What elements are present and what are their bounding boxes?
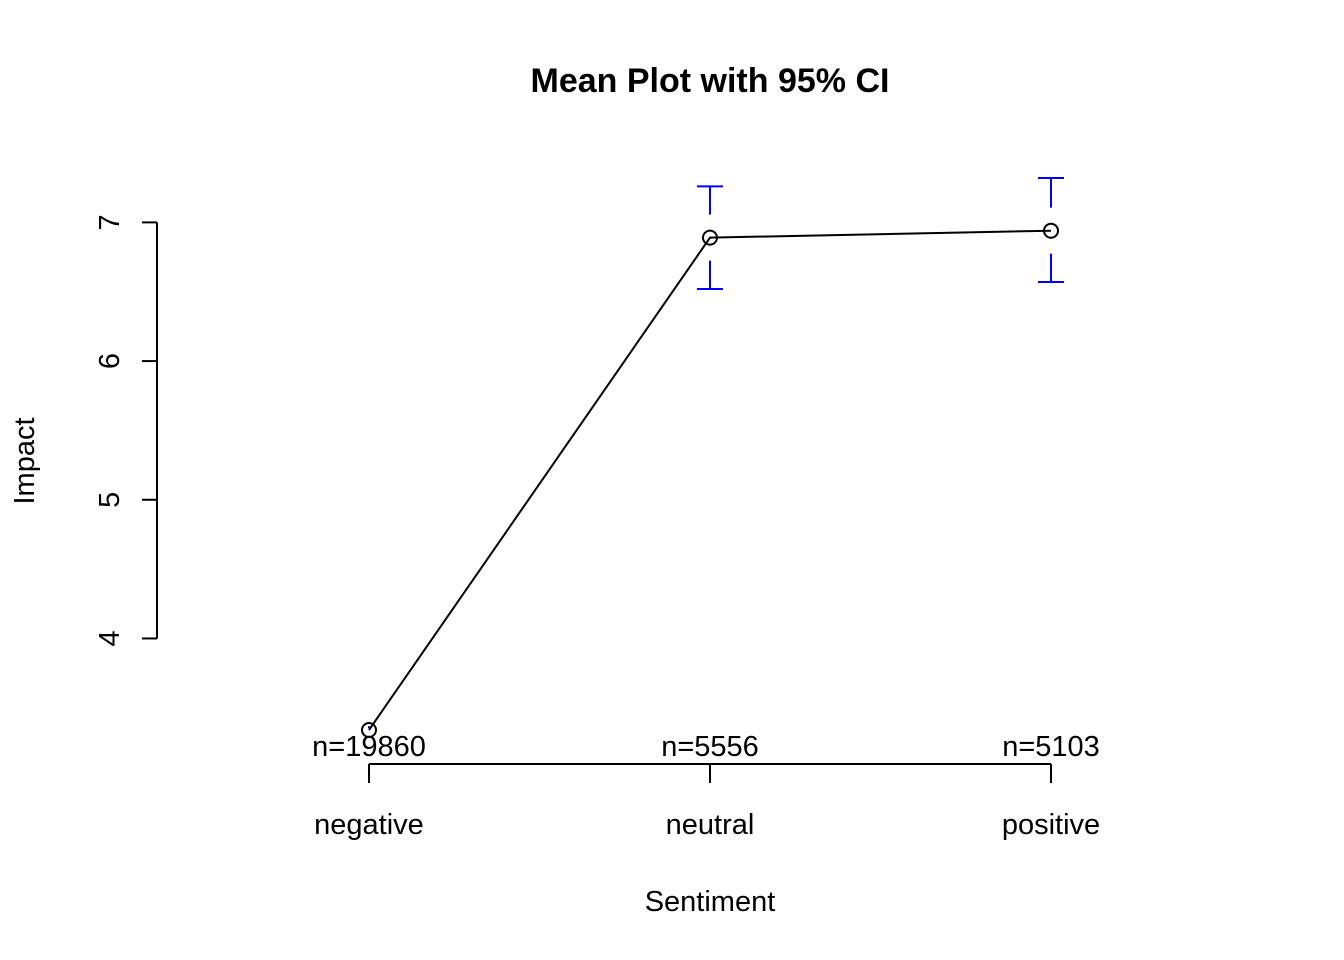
y-tick-label: 5 [94,492,126,508]
n-label-neutral: n=5556 [661,731,759,763]
x-tick-label-negative: negative [314,809,424,841]
chart-title: Mean Plot with 95% CI [531,62,890,100]
n-label-positive: n=5103 [1002,731,1100,763]
y-axis: 4 5 6 7 [94,214,158,647]
ci-bar-neutral [697,185,723,290]
mean-series [361,222,1059,738]
y-tick-label: 7 [94,214,126,230]
n-label-negative: n=19860 [312,731,426,763]
x-tick-label-neutral: neutral [666,809,755,841]
y-axis-label: Impact [9,417,41,504]
x-tick-label-positive: positive [1002,809,1100,841]
mean-point-neutral [702,229,718,246]
sample-size-labels: n=19860 n=5556 n=5103 [312,731,1100,763]
x-axis-label: Sentiment [645,886,776,918]
x-axis: negative neutral positive [314,763,1100,841]
y-tick-label: 6 [94,353,126,369]
y-tick-label: 4 [94,630,126,646]
confidence-intervals [368,177,1064,729]
mean-point-positive [1043,222,1059,239]
mean-line [368,229,1052,731]
mean-point-negative [361,722,377,738]
ci-bar-positive [1038,177,1064,284]
